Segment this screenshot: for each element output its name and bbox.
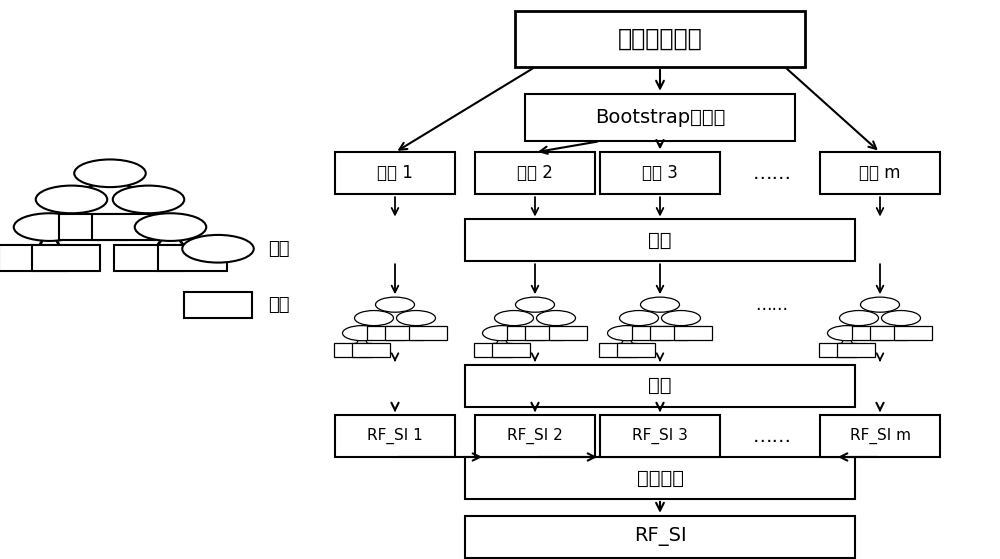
FancyBboxPatch shape xyxy=(465,364,855,407)
Text: 训练: 训练 xyxy=(648,231,672,250)
FancyBboxPatch shape xyxy=(632,326,670,340)
FancyBboxPatch shape xyxy=(600,415,720,457)
FancyBboxPatch shape xyxy=(507,326,545,340)
Ellipse shape xyxy=(376,297,415,312)
Text: RF_SI 3: RF_SI 3 xyxy=(632,428,688,444)
FancyBboxPatch shape xyxy=(32,245,100,271)
FancyBboxPatch shape xyxy=(820,415,940,457)
FancyBboxPatch shape xyxy=(335,153,455,195)
FancyBboxPatch shape xyxy=(870,326,908,340)
FancyBboxPatch shape xyxy=(352,343,390,357)
Text: 样本 1: 样本 1 xyxy=(377,164,413,182)
FancyBboxPatch shape xyxy=(59,214,128,240)
FancyBboxPatch shape xyxy=(465,220,855,262)
Text: 原始训练样本: 原始训练样本 xyxy=(618,27,702,51)
FancyBboxPatch shape xyxy=(525,93,795,141)
FancyBboxPatch shape xyxy=(475,153,595,195)
Text: 特征: 特征 xyxy=(268,240,290,258)
Text: RF_SI m: RF_SI m xyxy=(850,428,910,444)
FancyBboxPatch shape xyxy=(819,343,857,357)
FancyBboxPatch shape xyxy=(820,153,940,195)
FancyBboxPatch shape xyxy=(492,343,530,357)
Ellipse shape xyxy=(354,311,394,325)
Ellipse shape xyxy=(840,311,879,325)
Ellipse shape xyxy=(342,325,382,341)
FancyBboxPatch shape xyxy=(515,11,805,67)
Ellipse shape xyxy=(828,325,866,341)
FancyBboxPatch shape xyxy=(852,326,890,340)
FancyBboxPatch shape xyxy=(894,326,932,340)
Ellipse shape xyxy=(516,297,554,312)
FancyBboxPatch shape xyxy=(465,515,855,558)
Ellipse shape xyxy=(182,235,254,263)
FancyBboxPatch shape xyxy=(465,457,855,499)
Ellipse shape xyxy=(135,214,206,241)
Ellipse shape xyxy=(536,311,576,325)
Ellipse shape xyxy=(860,297,900,312)
FancyBboxPatch shape xyxy=(184,292,252,318)
Ellipse shape xyxy=(640,297,680,312)
Ellipse shape xyxy=(113,186,184,213)
Text: RF_SI 2: RF_SI 2 xyxy=(507,428,563,444)
Text: 样本 3: 样本 3 xyxy=(642,164,678,182)
FancyBboxPatch shape xyxy=(650,326,688,340)
FancyBboxPatch shape xyxy=(549,326,587,340)
Text: ……: …… xyxy=(756,296,788,314)
Ellipse shape xyxy=(36,186,107,213)
Text: RF_SI: RF_SI xyxy=(634,527,686,546)
Ellipse shape xyxy=(882,311,920,325)
Text: 类别: 类别 xyxy=(268,296,290,314)
FancyBboxPatch shape xyxy=(525,326,563,340)
FancyBboxPatch shape xyxy=(837,343,875,357)
Ellipse shape xyxy=(396,311,436,325)
FancyBboxPatch shape xyxy=(617,343,655,357)
FancyBboxPatch shape xyxy=(599,343,637,357)
FancyBboxPatch shape xyxy=(114,245,183,271)
Ellipse shape xyxy=(620,311,658,325)
Text: 测试: 测试 xyxy=(648,376,672,395)
FancyBboxPatch shape xyxy=(475,415,595,457)
Text: 样本 2: 样本 2 xyxy=(517,164,553,182)
FancyBboxPatch shape xyxy=(674,326,712,340)
Text: 求平均值: 求平均值 xyxy=(637,468,684,487)
FancyBboxPatch shape xyxy=(158,245,227,271)
FancyBboxPatch shape xyxy=(600,153,720,195)
Ellipse shape xyxy=(608,325,646,341)
Text: RF_SI 1: RF_SI 1 xyxy=(367,428,423,444)
FancyBboxPatch shape xyxy=(385,326,423,340)
Ellipse shape xyxy=(482,325,522,341)
FancyBboxPatch shape xyxy=(367,326,405,340)
FancyBboxPatch shape xyxy=(334,343,372,357)
Text: 样本 m: 样本 m xyxy=(859,164,901,182)
Ellipse shape xyxy=(74,159,146,187)
Ellipse shape xyxy=(494,311,534,325)
FancyBboxPatch shape xyxy=(474,343,512,357)
Ellipse shape xyxy=(662,311,700,325)
Text: ……: …… xyxy=(753,427,792,446)
FancyBboxPatch shape xyxy=(0,245,67,271)
FancyBboxPatch shape xyxy=(335,415,455,457)
Text: Bootstrap重采样: Bootstrap重采样 xyxy=(595,108,725,127)
FancyBboxPatch shape xyxy=(409,326,447,340)
Text: ……: …… xyxy=(753,164,792,183)
FancyBboxPatch shape xyxy=(92,214,161,240)
Ellipse shape xyxy=(14,214,85,241)
